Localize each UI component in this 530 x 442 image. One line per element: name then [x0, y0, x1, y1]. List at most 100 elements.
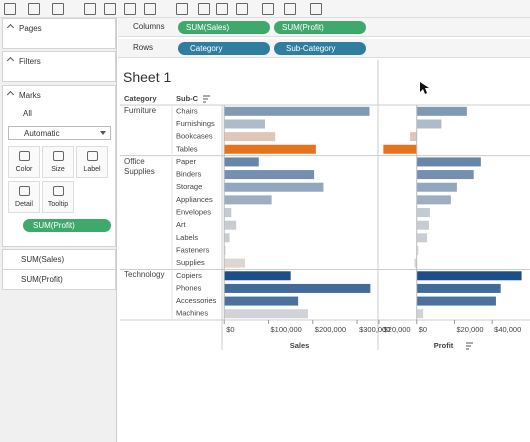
shelf-label: Rows	[133, 43, 154, 52]
subcategory-label: Machines	[176, 309, 208, 318]
subcategory-label: Art	[176, 220, 187, 229]
x-tick-label: $0	[419, 325, 427, 334]
sales-bar	[224, 245, 226, 255]
category-label: Technology	[124, 270, 165, 280]
pages-card: Pages	[2, 18, 116, 49]
profit-bar	[416, 220, 429, 230]
label-button[interactable]: Label	[76, 146, 108, 178]
profit-bar	[414, 258, 417, 268]
button-label: Detail	[15, 201, 33, 208]
sort-icon[interactable]	[466, 342, 473, 350]
subcategory-label: Supplies	[176, 258, 205, 267]
x-tick-label: $20,000	[456, 325, 483, 334]
button-label: Tooltip	[47, 201, 69, 208]
size-button[interactable]: Size	[42, 146, 74, 178]
toolbar-icon[interactable]	[28, 3, 40, 15]
toolbar-icon[interactable]	[284, 3, 296, 15]
column-pill[interactable]: SUM(Sales)	[178, 21, 270, 34]
sales-bar	[224, 170, 315, 180]
subcategory-label: Storage	[176, 182, 202, 191]
category-label: Office Supplies	[124, 156, 155, 176]
sheet-view: Sheet 1	[118, 60, 530, 442]
row-pill[interactable]: Category	[178, 42, 270, 55]
sales-bar	[224, 157, 259, 167]
mark-type: Automatic	[24, 129, 60, 138]
mouse-cursor	[420, 82, 429, 94]
column-header: Category	[124, 94, 157, 103]
rows-shelf: Rows Category Sub-Category	[118, 39, 530, 58]
sales-bar	[224, 220, 237, 230]
toolbar-icon[interactable]	[144, 3, 156, 15]
x-tick-label: $300,000	[359, 325, 390, 334]
sales-bar	[224, 119, 265, 129]
x-tick-label: $40,000	[494, 325, 521, 334]
subcategory-label: Envelopes	[176, 208, 211, 217]
shelf-label: Columns	[133, 22, 165, 31]
profit-bar	[416, 233, 428, 243]
subcategory-label: Copiers	[176, 271, 202, 280]
profit-bar	[416, 195, 451, 205]
legend-title[interactable]: SUM(Profit)	[21, 275, 63, 284]
sales-bar	[224, 271, 291, 281]
profit-bar	[416, 245, 419, 255]
sort-icon[interactable]	[203, 95, 210, 103]
profit-bar	[416, 170, 474, 180]
toolbar-icon[interactable]	[310, 3, 322, 15]
toolbar-icon[interactable]	[176, 3, 188, 15]
marks-all[interactable]: All	[23, 109, 32, 118]
toolbar-icon[interactable]	[216, 3, 228, 15]
column-header: Sub-C	[176, 94, 199, 103]
sales-bar	[224, 283, 371, 293]
subcategory-label: Appliances	[176, 195, 213, 204]
subcategory-label: Tables	[176, 144, 198, 153]
sales-bar	[224, 195, 272, 205]
subcategory-label: Furnishings	[176, 119, 215, 128]
x-tick-label: $200,000	[315, 325, 346, 334]
subcategory-label: Phones	[176, 283, 202, 292]
toolbar-icon[interactable]	[104, 3, 116, 15]
profit-bar	[416, 208, 430, 218]
sheet-title: Sheet 1	[123, 69, 172, 85]
color-pill[interactable]: SUM(Profit)	[23, 219, 111, 232]
button-label: Color	[15, 166, 33, 173]
subcategory-label: Paper	[176, 157, 197, 166]
sales-bar	[224, 144, 316, 154]
toolbar-icon[interactable]	[84, 3, 96, 15]
toolbar-icon[interactable]	[4, 3, 16, 15]
card-title: Pages	[19, 24, 42, 33]
profit-bar	[416, 157, 481, 167]
marks-card: Marks All Automatic Color Size Label Det…	[2, 85, 116, 247]
axis-title: Profit	[434, 341, 454, 350]
columns-shelf: Columns SUM(Sales) SUM(Profit)	[118, 18, 530, 37]
legend-card: SUM(Profit)	[2, 269, 116, 290]
toolbar-icon[interactable]	[124, 3, 136, 15]
sales-bar	[224, 132, 276, 142]
category-label: Furniture	[124, 106, 157, 115]
dropdown-arrow	[100, 131, 106, 135]
column-pill[interactable]: SUM(Profit)	[274, 21, 366, 34]
profit-bar	[416, 182, 457, 192]
sales-bar	[224, 208, 232, 218]
subcategory-label: Labels	[176, 233, 198, 242]
toolbar-icon[interactable]	[262, 3, 274, 15]
sales-bar	[224, 309, 308, 319]
toolbar-icon[interactable]	[198, 3, 210, 15]
toolbar-icon[interactable]	[52, 3, 64, 15]
color-button[interactable]: Color	[8, 146, 40, 178]
toolbar-icon[interactable]	[236, 3, 248, 15]
detail-button[interactable]: Detail	[8, 181, 40, 213]
mark-type-dropdown[interactable]: Automatic	[8, 126, 111, 140]
sales-bar	[224, 106, 370, 116]
toolbar	[0, 0, 530, 18]
row-pill[interactable]: Sub-Category	[274, 42, 366, 55]
subcategory-label: Chairs	[176, 106, 198, 115]
profit-bar	[416, 106, 467, 116]
profit-bar	[416, 309, 424, 319]
card-title: Filters	[19, 57, 41, 66]
legend-title[interactable]: SUM(Sales)	[21, 255, 65, 264]
sales-bar	[224, 233, 230, 243]
profit-bar	[416, 283, 501, 293]
tooltip-button[interactable]: Tooltip	[42, 181, 74, 213]
subcategory-label: Bookcases	[176, 132, 213, 141]
